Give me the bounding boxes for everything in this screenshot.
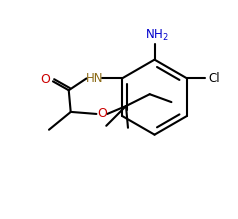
- Text: Cl: Cl: [208, 72, 219, 85]
- Text: O: O: [40, 73, 50, 86]
- Text: HN: HN: [86, 72, 103, 85]
- Text: NH$_2$: NH$_2$: [145, 28, 169, 44]
- Text: O: O: [97, 108, 107, 120]
